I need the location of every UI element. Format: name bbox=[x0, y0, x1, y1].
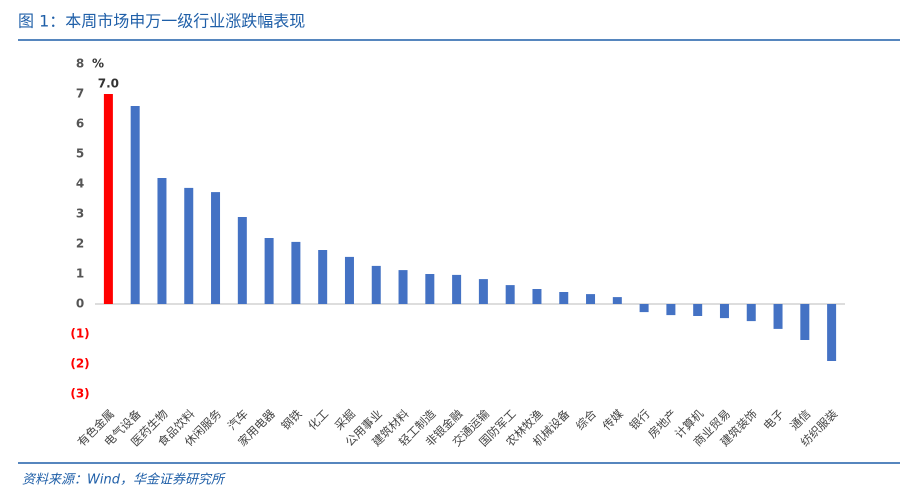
bar bbox=[103, 94, 113, 304]
y-tick-label: (2) bbox=[70, 357, 89, 371]
bar bbox=[318, 250, 328, 304]
bar bbox=[478, 279, 488, 304]
y-tick-label: 1 bbox=[76, 267, 84, 281]
bar bbox=[184, 187, 194, 304]
bar bbox=[639, 304, 649, 313]
y-tick-label: 6 bbox=[76, 117, 84, 131]
bar bbox=[773, 304, 783, 329]
bar bbox=[800, 304, 810, 340]
bar bbox=[505, 285, 515, 304]
figure-title: 图 1：本周市场申万一级行业涨跌幅表现 bbox=[18, 12, 305, 31]
bar bbox=[612, 297, 622, 304]
y-tick-label: (1) bbox=[70, 327, 89, 341]
y-tick-label: 8 bbox=[76, 57, 84, 71]
x-tick-label: 化工 bbox=[305, 407, 331, 433]
bar bbox=[559, 292, 569, 304]
bar bbox=[425, 274, 435, 304]
bar bbox=[693, 304, 703, 316]
x-tick-label: 电子 bbox=[760, 407, 786, 433]
x-tick-label: 房地产 bbox=[645, 407, 679, 441]
x-tick-label: 综合 bbox=[573, 406, 600, 433]
bar bbox=[452, 274, 462, 304]
bar bbox=[746, 304, 756, 322]
bar bbox=[827, 304, 837, 361]
data-label: 7.0 bbox=[98, 77, 119, 91]
y-tick-label: 4 bbox=[76, 177, 84, 191]
bar bbox=[291, 241, 301, 304]
bar bbox=[532, 289, 542, 304]
bar bbox=[398, 270, 408, 304]
y-tick-label: 7 bbox=[76, 87, 84, 101]
y-tick-label: (3) bbox=[70, 387, 89, 401]
bar bbox=[211, 192, 221, 304]
source-note: 资料来源：Wind，华金证券研究所 bbox=[22, 472, 226, 488]
y-tick-label: 3 bbox=[76, 207, 84, 221]
bar bbox=[264, 238, 274, 304]
bar bbox=[719, 304, 729, 319]
bar bbox=[157, 178, 167, 304]
bar bbox=[237, 217, 247, 304]
x-tick-label: 传媒 bbox=[600, 406, 627, 433]
y-tick-label: 0 bbox=[76, 297, 84, 311]
bar bbox=[130, 106, 140, 304]
y-tick-label: 5 bbox=[76, 147, 84, 161]
x-tick-label: 钢铁 bbox=[278, 406, 305, 433]
unit-label: % bbox=[92, 57, 104, 71]
bar bbox=[344, 256, 354, 304]
y-tick-label: 2 bbox=[76, 237, 84, 251]
bar bbox=[586, 294, 596, 304]
bar bbox=[371, 265, 381, 304]
bar bbox=[666, 304, 676, 316]
